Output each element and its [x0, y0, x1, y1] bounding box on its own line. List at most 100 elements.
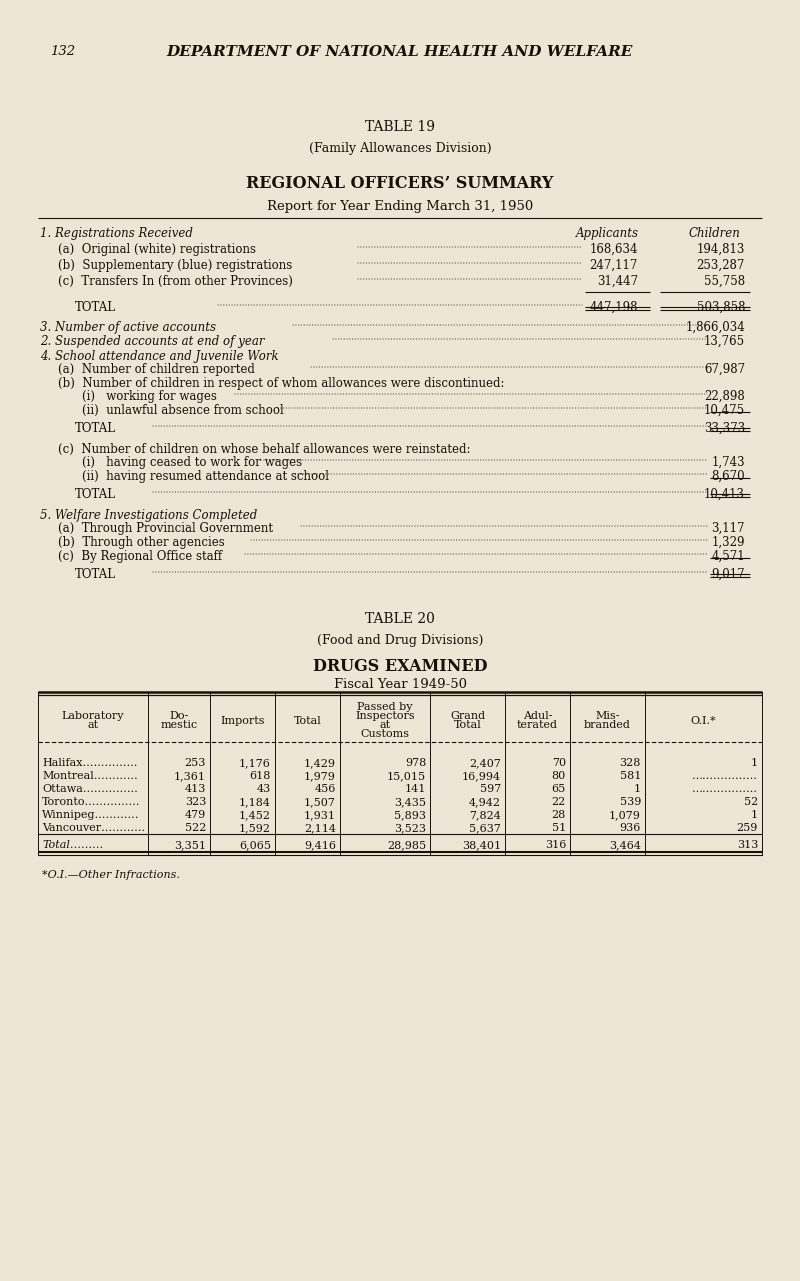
Text: 503,858: 503,858: [697, 301, 745, 314]
Text: 259: 259: [737, 822, 758, 833]
Text: Winnipeg…………: Winnipeg…………: [42, 810, 139, 820]
Text: 65: 65: [552, 784, 566, 794]
Text: (ii)  unlawful absence from school: (ii) unlawful absence from school: [82, 404, 284, 418]
Text: 3,117: 3,117: [711, 521, 745, 535]
Text: (c)  Transfers In (from other Provinces): (c) Transfers In (from other Provinces): [58, 275, 293, 288]
Text: Total: Total: [454, 720, 482, 730]
Text: *O.I.—Other Infractions.: *O.I.—Other Infractions.: [42, 870, 180, 880]
Text: Report for Year Ending March 31, 1950: Report for Year Ending March 31, 1950: [267, 200, 533, 213]
Text: 31,447: 31,447: [597, 275, 638, 288]
Text: (i)   having ceased to work for wages: (i) having ceased to work for wages: [82, 456, 302, 469]
Text: DRUGS EXAMINED: DRUGS EXAMINED: [313, 658, 487, 675]
Text: (a)  Number of children reported: (a) Number of children reported: [58, 363, 255, 377]
Text: 8,670: 8,670: [711, 470, 745, 483]
Text: 3. Number of active accounts: 3. Number of active accounts: [40, 322, 216, 334]
Text: Montreal…………: Montreal…………: [42, 771, 138, 781]
Text: (b)  Number of children in respect of whom allowances were discontinued:: (b) Number of children in respect of who…: [58, 377, 505, 389]
Text: Do-: Do-: [170, 711, 189, 721]
Text: Customs: Customs: [361, 729, 410, 739]
Text: 1: 1: [634, 784, 641, 794]
Text: 936: 936: [620, 822, 641, 833]
Text: 1,184: 1,184: [239, 797, 271, 807]
Text: TABLE 19: TABLE 19: [365, 120, 435, 135]
Text: 9,416: 9,416: [304, 840, 336, 851]
Text: 33,373: 33,373: [704, 421, 745, 436]
Text: 3,523: 3,523: [394, 822, 426, 833]
Text: 1,176: 1,176: [239, 758, 271, 769]
Text: 413: 413: [185, 784, 206, 794]
Text: 1,452: 1,452: [239, 810, 271, 820]
Text: 4,942: 4,942: [469, 797, 501, 807]
Text: 3,351: 3,351: [174, 840, 206, 851]
Text: 141: 141: [405, 784, 426, 794]
Text: at: at: [87, 720, 98, 730]
Text: 1,592: 1,592: [239, 822, 271, 833]
Text: (a)  Through Provincial Government: (a) Through Provincial Government: [58, 521, 273, 535]
Text: 253: 253: [185, 758, 206, 769]
Text: Laboratory: Laboratory: [62, 711, 124, 721]
Text: 5,637: 5,637: [469, 822, 501, 833]
Text: 313: 313: [737, 840, 758, 851]
Text: (b)  Through other agencies: (b) Through other agencies: [58, 535, 225, 550]
Text: 1: 1: [751, 810, 758, 820]
Text: 597: 597: [480, 784, 501, 794]
Text: Applicants: Applicants: [575, 227, 638, 240]
Text: 10,413: 10,413: [704, 488, 745, 501]
Text: 168,634: 168,634: [590, 243, 638, 256]
Text: 323: 323: [185, 797, 206, 807]
Text: 1,361: 1,361: [174, 771, 206, 781]
Text: 7,824: 7,824: [469, 810, 501, 820]
Text: 581: 581: [620, 771, 641, 781]
Text: 10,475: 10,475: [704, 404, 745, 418]
Text: 1,931: 1,931: [304, 810, 336, 820]
Text: 16,994: 16,994: [462, 771, 501, 781]
Text: DEPARTMENT OF NATIONAL HEALTH AND WELFARE: DEPARTMENT OF NATIONAL HEALTH AND WELFAR…: [167, 45, 633, 59]
Text: (i)   working for wages: (i) working for wages: [82, 389, 217, 404]
Text: 4. School attendance and Juvenile Work: 4. School attendance and Juvenile Work: [40, 350, 278, 363]
Text: 3,435: 3,435: [394, 797, 426, 807]
Text: (c)  By Regional Office staff: (c) By Regional Office staff: [58, 550, 222, 564]
Text: Fiscal Year 1949-50: Fiscal Year 1949-50: [334, 678, 466, 690]
Text: TOTAL: TOTAL: [75, 567, 116, 582]
Text: O.I.*: O.I.*: [690, 716, 716, 725]
Text: 55,758: 55,758: [704, 275, 745, 288]
Text: 1. Registrations Received: 1. Registrations Received: [40, 227, 193, 240]
Text: (Food and Drug Divisions): (Food and Drug Divisions): [317, 634, 483, 647]
Text: Grand: Grand: [450, 711, 485, 721]
Text: 38,401: 38,401: [462, 840, 501, 851]
Text: 132: 132: [50, 45, 75, 58]
Text: 253,287: 253,287: [697, 259, 745, 272]
Text: 13,765: 13,765: [704, 336, 745, 348]
Text: 22,898: 22,898: [704, 389, 745, 404]
Text: (c)  Number of children on whose behalf allowances were reinstated:: (c) Number of children on whose behalf a…: [58, 443, 470, 456]
Text: Ottawa……………: Ottawa……………: [42, 784, 138, 794]
Text: 70: 70: [552, 758, 566, 769]
Text: 6,065: 6,065: [239, 840, 271, 851]
Text: 1,079: 1,079: [609, 810, 641, 820]
Text: 5. Welfare Investigations Completed: 5. Welfare Investigations Completed: [40, 509, 258, 521]
Text: branded: branded: [584, 720, 631, 730]
Text: Toronto……………: Toronto……………: [42, 797, 141, 807]
Text: Total: Total: [294, 716, 322, 725]
Text: Children: Children: [688, 227, 740, 240]
Text: TOTAL: TOTAL: [75, 488, 116, 501]
Text: Vancouver…………: Vancouver…………: [42, 822, 145, 833]
Text: TOTAL: TOTAL: [75, 421, 116, 436]
Text: 456: 456: [314, 784, 336, 794]
Text: 447,198: 447,198: [590, 301, 638, 314]
Text: 67,987: 67,987: [704, 363, 745, 377]
Text: 5,893: 5,893: [394, 810, 426, 820]
Text: 1,866,034: 1,866,034: [686, 322, 745, 334]
Text: 247,117: 247,117: [590, 259, 638, 272]
Text: at: at: [379, 720, 390, 730]
Text: 1,429: 1,429: [304, 758, 336, 769]
Text: REGIONAL OFFICERS’ SUMMARY: REGIONAL OFFICERS’ SUMMARY: [246, 175, 554, 192]
Text: Mis-: Mis-: [595, 711, 620, 721]
Text: 28,985: 28,985: [387, 840, 426, 851]
Text: 1: 1: [751, 758, 758, 769]
Text: 2,114: 2,114: [304, 822, 336, 833]
Text: TABLE 20: TABLE 20: [365, 612, 435, 626]
Text: 52: 52: [744, 797, 758, 807]
Text: ………………: ………………: [692, 771, 758, 781]
Text: 316: 316: [545, 840, 566, 851]
